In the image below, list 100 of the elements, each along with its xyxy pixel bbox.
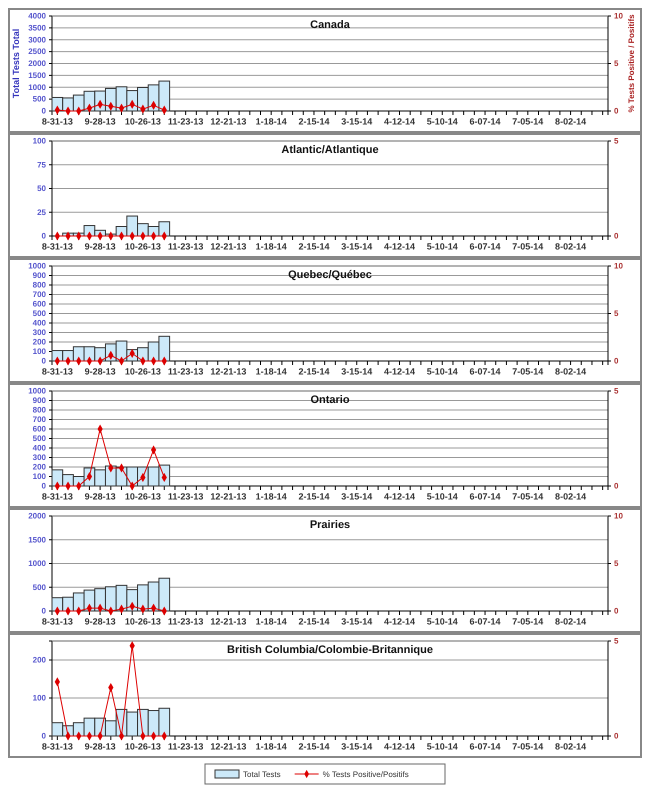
y-tick-label: 2500 [28, 47, 47, 56]
y-tick-label: 500 [32, 94, 47, 104]
y-tick-label: 900 [32, 271, 47, 280]
x-tick-label: 10-26-13 [124, 366, 161, 376]
y-tick-label: 100 [32, 347, 47, 356]
y2-tick-label: 0 [614, 606, 619, 616]
legend-label: Total Tests [243, 770, 281, 779]
chart-title: Prairies [310, 519, 350, 531]
y-tick-label: 500 [32, 434, 47, 444]
x-tick-label: 6-07-14 [470, 366, 501, 376]
x-tick-label: 4-12-14 [384, 616, 416, 626]
y-tick-label: 200 [32, 338, 47, 347]
y-tick-label: 500 [32, 582, 47, 592]
x-tick-label: 9-28-13 [84, 116, 116, 126]
y-tick-label: 400 [32, 318, 47, 328]
x-tick-label: 2-15-14 [298, 241, 330, 252]
x-tick-label: 8-31-13 [42, 366, 73, 376]
chart-title: Ontario [310, 394, 350, 406]
y-tick-label: 500 [32, 309, 47, 318]
x-tick-label: 4-12-14 [384, 116, 416, 126]
y-tick-label: 0 [42, 106, 47, 116]
y-tick-label: 75 [37, 160, 47, 170]
y2-tick-label: 5 [614, 59, 619, 68]
y-tick-label: 0 [42, 606, 47, 616]
y2-tick-label: 10 [614, 12, 624, 21]
y-tick-label: 25 [37, 208, 47, 217]
y-tick-label: 800 [32, 406, 47, 415]
x-tick-label: 8-02-14 [555, 116, 586, 126]
y2-tick-label: 0 [614, 232, 619, 241]
y-tick-label: 300 [32, 453, 47, 462]
x-tick-label: 12-21-13 [210, 366, 246, 376]
y-tick-label: 0 [42, 356, 47, 366]
y-tick-label: 4000 [28, 12, 47, 21]
x-tick-label: 7-05-14 [512, 241, 544, 252]
x-tick-label: 6-07-14 [470, 616, 501, 626]
y-tick-label: 1000 [28, 386, 47, 396]
x-tick-label: 8-31-13 [42, 616, 73, 626]
y-tick-label: 3500 [28, 23, 47, 32]
x-tick-label: 8-31-13 [42, 741, 73, 752]
x-tick-label: 11-23-13 [168, 116, 204, 126]
x-tick-label: 12-21-13 [210, 616, 246, 626]
x-tick-label: 3-15-14 [341, 366, 372, 376]
x-tick-label: 5-10-14 [426, 241, 458, 252]
y2-tick-label: 5 [614, 636, 619, 646]
x-tick-label: 11-23-13 [168, 741, 204, 752]
y-tick-label: 1000 [28, 559, 47, 568]
y-tick-label: 200 [32, 462, 47, 472]
y-tick-label: 1000 [28, 262, 47, 271]
x-tick-label: 1-18-14 [256, 116, 287, 126]
x-tick-label: 9-28-13 [84, 366, 116, 376]
x-tick-label: 7-05-14 [512, 116, 544, 126]
y-tick-label: 100 [32, 694, 47, 703]
y-tick-label: 700 [32, 415, 47, 424]
x-tick-label: 7-05-14 [512, 616, 544, 626]
y2-tick-label: 5 [614, 309, 619, 318]
x-tick-label: 6-07-14 [470, 241, 501, 252]
x-tick-label: 7-05-14 [512, 366, 544, 376]
y2-tick-label: 5 [614, 136, 619, 146]
x-tick-label: 8-02-14 [555, 616, 586, 626]
x-tick-label: 2-15-14 [298, 116, 330, 126]
y-tick-label: 100 [32, 136, 47, 146]
y-tick-label: 900 [32, 396, 47, 406]
x-tick-label: 3-15-14 [341, 616, 372, 626]
x-tick-label: 8-31-13 [42, 491, 73, 502]
x-tick-label: 1-18-14 [256, 366, 287, 376]
x-tick-label: 2-15-14 [298, 741, 330, 752]
x-tick-label: 5-10-14 [426, 116, 458, 126]
x-tick-label: 12-21-13 [210, 241, 246, 252]
x-tick-label: 10-26-13 [124, 741, 161, 752]
legend-label: % Tests Positive/Positifs [322, 770, 409, 779]
x-tick-label: 1-18-14 [256, 491, 287, 502]
x-tick-label: 9-28-13 [84, 741, 116, 752]
x-tick-label: 8-02-14 [555, 741, 586, 752]
x-tick-label: 9-28-13 [84, 491, 116, 502]
y2-tick-label: 10 [614, 262, 624, 271]
x-tick-label: 1-18-14 [256, 241, 287, 252]
x-tick-label: 3-15-14 [341, 241, 372, 252]
y-tick-label: 1500 [28, 70, 47, 80]
y-tick-label: 2000 [28, 59, 47, 68]
chart-title: Quebec/Québec [288, 269, 372, 281]
x-tick-label: 6-07-14 [470, 491, 501, 502]
x-tick-label: 3-15-14 [341, 116, 372, 126]
x-tick-label: 4-12-14 [384, 741, 416, 752]
x-tick-label: 4-12-14 [384, 241, 416, 252]
y2-tick-label: 0 [614, 356, 619, 366]
y-tick-label: 0 [42, 232, 47, 241]
x-tick-label: 3-15-14 [341, 491, 372, 502]
y-tick-label: 400 [32, 444, 47, 453]
y2-axis-title: % Tests Positive / Positifs [627, 14, 636, 113]
y-tick-label: 1000 [28, 82, 47, 92]
x-tick-label: 10-26-13 [124, 116, 161, 126]
x-tick-label: 8-31-13 [42, 116, 73, 126]
y-tick-label: 50 [37, 184, 47, 194]
x-tick-label: 10-26-13 [124, 616, 161, 626]
x-tick-label: 12-21-13 [210, 491, 246, 502]
x-tick-label: 5-10-14 [426, 491, 458, 502]
x-tick-label: 2-15-14 [298, 366, 330, 376]
y-tick-label: 300 [32, 328, 47, 338]
x-tick-label: 9-28-13 [84, 616, 116, 626]
x-tick-label: 7-05-14 [512, 491, 544, 502]
